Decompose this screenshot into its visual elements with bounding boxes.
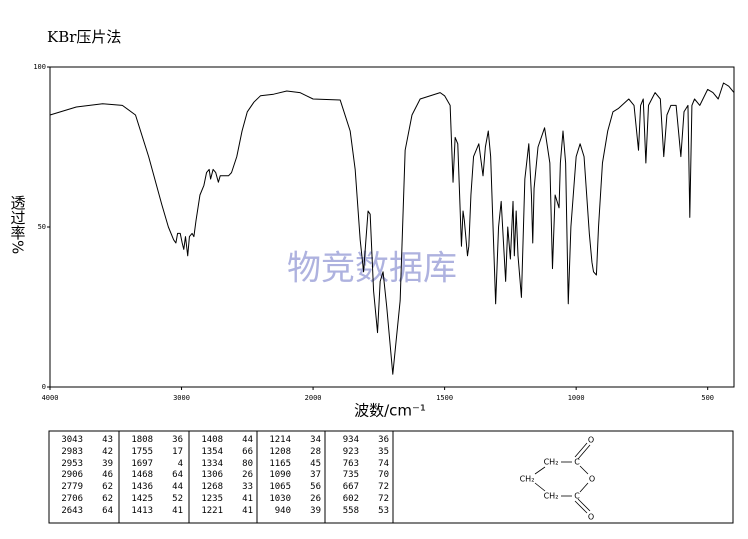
peak-wavenumber: 1208	[269, 446, 291, 457]
peak-transmittance: 36	[172, 435, 183, 445]
peak-transmittance: 36	[378, 435, 389, 445]
y-tick-label: 0	[42, 383, 46, 391]
peak-transmittance: 46	[102, 470, 113, 481]
peak-transmittance: 64	[172, 470, 183, 481]
y-tick-label: 100	[33, 63, 46, 71]
peak-transmittance: 26	[242, 470, 253, 481]
peak-wavenumber: 558	[342, 505, 359, 516]
x-tick-label: 3000	[173, 394, 190, 402]
table-dividers	[118, 431, 394, 523]
peak-wavenumber: 1413	[131, 505, 153, 516]
plot-frame	[49, 66, 735, 388]
peak-transmittance: 37	[310, 470, 321, 481]
peak-wavenumber: 1425	[131, 494, 153, 504]
peak-wavenumber: 735	[342, 470, 359, 481]
atom-label: O	[589, 475, 595, 484]
x-tick-label: 4000	[42, 394, 59, 402]
peak-wavenumber: 1808	[131, 435, 153, 445]
atom-label: C	[574, 492, 580, 501]
x-tick-label: 1000	[568, 394, 585, 402]
peak-wavenumber: 2983	[61, 446, 83, 457]
peak-transmittance: 41	[242, 494, 253, 504]
peak-transmittance: 62	[102, 494, 113, 504]
peak-wavenumber: 2906	[61, 470, 83, 481]
atom-label: O	[588, 513, 594, 522]
peak-transmittance: 28	[310, 446, 321, 457]
peak-wavenumber: 1268	[201, 482, 223, 493]
peak-transmittance: 53	[378, 505, 389, 516]
peak-wavenumber: 667	[342, 482, 359, 493]
peak-wavenumber: 923	[342, 446, 359, 457]
peak-transmittance: 62	[102, 482, 113, 493]
peak-wavenumber: 1306	[201, 470, 223, 481]
peak-wavenumber: 1468	[131, 470, 153, 481]
peak-transmittance: 17	[172, 446, 183, 457]
peak-wavenumber: 1090	[269, 470, 291, 481]
title: KBr压片法	[47, 28, 121, 46]
peak-wavenumber: 934	[342, 435, 359, 445]
peak-wavenumber: 1408	[201, 435, 223, 445]
peak-transmittance: 4	[177, 458, 183, 469]
peak-transmittance: 56	[310, 482, 321, 493]
peak-wavenumber: 2643	[61, 505, 83, 516]
peak-wavenumber: 1214	[269, 435, 291, 445]
peak-transmittance: 39	[102, 458, 113, 469]
structure-bonds	[534, 442, 591, 514]
peak-wavenumber: 763	[342, 458, 359, 469]
peak-transmittance: 39	[310, 505, 321, 516]
table-frame	[48, 430, 734, 524]
y-axis-label: 透过率%	[9, 195, 27, 254]
peak-transmittance: 80	[242, 458, 253, 469]
peak-wavenumber: 602	[342, 494, 359, 504]
peak-transmittance: 41	[242, 505, 253, 516]
peak-transmittance: 64	[102, 505, 113, 516]
peak-wavenumber: 1697	[131, 458, 153, 469]
peak-transmittance: 66	[242, 446, 253, 457]
peak-wavenumber: 1354	[201, 446, 223, 457]
peak-transmittance: 44	[242, 435, 253, 445]
peak-transmittance: 70	[378, 470, 389, 481]
x-axis-label: 波数/cm⁻¹	[354, 402, 426, 420]
peak-wavenumber: 2706	[61, 494, 83, 504]
peak-wavenumber: 1030	[269, 494, 291, 504]
peak-wavenumber: 1165	[269, 458, 291, 469]
y-tick-label: 50	[38, 223, 46, 231]
atom-label: CH₂	[544, 458, 559, 467]
peak-transmittance: 72	[378, 482, 389, 493]
peak-wavenumber: 1755	[131, 446, 153, 457]
peak-wavenumber: 940	[274, 505, 291, 516]
peak-transmittance: 72	[378, 494, 389, 504]
peak-wavenumber: 1221	[201, 505, 223, 516]
peak-wavenumber: 1065	[269, 482, 291, 493]
atom-label: O	[588, 436, 594, 445]
atom-label: C	[574, 458, 580, 467]
peak-transmittance: 41	[172, 505, 183, 516]
peak-wavenumber: 1436	[131, 482, 153, 493]
peak-wavenumber: 3043	[61, 435, 83, 445]
peak-wavenumber: 2953	[61, 458, 83, 469]
peak-transmittance: 42	[102, 446, 113, 457]
peak-transmittance: 34	[310, 435, 321, 445]
peak-transmittance: 35	[378, 446, 389, 457]
atom-label: CH₂	[544, 492, 559, 501]
spectrum-line	[49, 82, 735, 375]
x-tick-label: 1500	[436, 394, 453, 402]
peak-wavenumber: 2779	[61, 482, 83, 493]
peak-wavenumber: 1235	[201, 494, 223, 504]
atom-label: CH₂	[520, 475, 535, 484]
peak-transmittance: 45	[310, 458, 321, 469]
peak-transmittance: 26	[310, 494, 321, 504]
x-tick-label: 2000	[305, 394, 322, 402]
peak-transmittance: 52	[172, 494, 183, 504]
peak-transmittance: 43	[102, 435, 113, 445]
peak-transmittance: 33	[242, 482, 253, 493]
x-tick-label: 500	[701, 394, 714, 402]
peak-transmittance: 74	[378, 458, 389, 469]
peak-wavenumber: 1334	[201, 458, 223, 469]
peak-transmittance: 44	[172, 482, 183, 493]
